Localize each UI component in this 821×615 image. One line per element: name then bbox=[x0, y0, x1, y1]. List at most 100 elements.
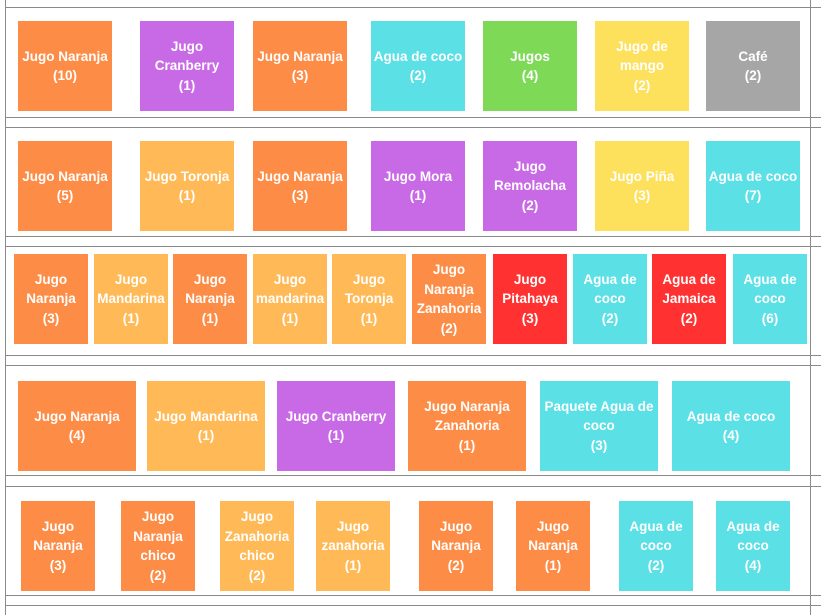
product-tile[interactable]: Agua de Jamaica (2) bbox=[652, 254, 726, 344]
product-name: Jugo Naranja bbox=[528, 518, 578, 554]
product-name: Jugos bbox=[510, 48, 550, 64]
product-quantity: (5) bbox=[56, 188, 74, 203]
product-tile[interactable]: Jugo Mora (1) bbox=[371, 141, 465, 231]
product-tile[interactable]: Paquete Agua de coco (3) bbox=[540, 381, 658, 471]
product-name: Jugo mandarina bbox=[255, 271, 325, 307]
product-name: Jugo Naranja bbox=[431, 518, 481, 554]
product-tile[interactable]: Jugo Naranja (3) bbox=[21, 501, 95, 591]
product-tile[interactable]: Jugo Naranja (3) bbox=[253, 141, 347, 231]
product-quantity: (3) bbox=[590, 437, 608, 453]
product-name: Agua de coco bbox=[743, 271, 797, 307]
product-name: Jugo Remolacha bbox=[493, 158, 567, 194]
product-name: Jugo zanahoria bbox=[321, 518, 385, 554]
product-tile[interactable]: Agua de coco (4) bbox=[716, 501, 790, 591]
product-tile[interactable]: Agua de coco (2) bbox=[619, 501, 693, 591]
product-name: Jugo Toronja bbox=[344, 271, 394, 307]
product-tile[interactable]: Jugo Naranja (4) bbox=[18, 381, 136, 471]
product-name: Jugo Naranja bbox=[185, 271, 235, 307]
product-tile[interactable]: Jugo Naranja (1) bbox=[516, 501, 590, 591]
product-tile[interactable]: Agua de coco (2) bbox=[573, 254, 647, 344]
product-tile[interactable]: Jugo Naranja chico (2) bbox=[121, 501, 195, 591]
product-tile[interactable]: Jugo Cranberry (1) bbox=[140, 21, 234, 111]
product-tile[interactable]: Jugo Naranja (3) bbox=[253, 21, 347, 111]
product-tile[interactable]: Jugo Naranja Zanahoria (2) bbox=[412, 254, 486, 344]
product-tile[interactable]: Café (2) bbox=[706, 21, 800, 111]
product-tile[interactable]: Jugo Cranberry (1) bbox=[277, 381, 395, 471]
product-tile[interactable]: Jugo Naranja (10) bbox=[18, 21, 112, 111]
row-divider bbox=[5, 595, 821, 596]
product-quantity: (1) bbox=[360, 310, 378, 326]
product-name: Agua de coco bbox=[373, 48, 463, 64]
product-quantity: (2) bbox=[601, 310, 619, 326]
product-tile[interactable]: Jugo Naranja Zanahoria (1) bbox=[408, 381, 526, 471]
product-name: Jugo Naranja bbox=[257, 48, 343, 64]
product-name: Paquete Agua de coco bbox=[544, 398, 654, 434]
product-quantity: (4) bbox=[68, 428, 86, 443]
product-quantity: (1) bbox=[409, 188, 427, 203]
product-tile[interactable]: Jugo Mandarina (1) bbox=[147, 381, 265, 471]
product-quantity: (2) bbox=[521, 197, 539, 213]
product-tile[interactable]: Agua de coco (7) bbox=[706, 141, 800, 231]
product-name: Jugo Mandarina bbox=[154, 408, 258, 424]
product-quantity: (1) bbox=[122, 310, 140, 326]
row-divider bbox=[5, 246, 821, 247]
product-tile[interactable]: Jugo de mango (2) bbox=[595, 21, 689, 111]
product-name: Jugo Naranja Zanahoria bbox=[416, 262, 482, 316]
row-divider bbox=[5, 127, 821, 128]
product-quantity: (2) bbox=[149, 567, 167, 583]
product-name: Jugo Naranja bbox=[33, 518, 83, 554]
product-name: Agua de Jamaica bbox=[662, 271, 716, 307]
product-quantity: (1) bbox=[544, 557, 562, 573]
product-name: Jugo Cranberry bbox=[285, 408, 387, 424]
product-quantity: (1) bbox=[458, 437, 476, 453]
product-name: Jugo Piña bbox=[609, 168, 675, 184]
product-tile[interactable]: Jugo zanahoria (1) bbox=[316, 501, 390, 591]
product-name: Jugo Cranberry bbox=[154, 38, 220, 74]
product-tile[interactable]: Jugo mandarina (1) bbox=[253, 254, 327, 344]
product-quantity: (1) bbox=[178, 77, 196, 93]
product-tile[interactable]: Agua de coco (6) bbox=[733, 254, 807, 344]
row-divider bbox=[5, 475, 821, 476]
row-divider bbox=[5, 486, 821, 487]
board-border-left bbox=[5, 0, 6, 615]
product-tile[interactable]: Jugo Mandarina (1) bbox=[94, 254, 168, 344]
product-tile[interactable]: Jugo Toronja (1) bbox=[332, 254, 406, 344]
product-quantity: (4) bbox=[744, 557, 762, 573]
product-quantity: (3) bbox=[291, 188, 309, 203]
product-quantity: (3) bbox=[49, 557, 67, 573]
product-name: Jugo Zanahoria chico bbox=[224, 509, 290, 563]
product-name: Jugo Naranja chico bbox=[133, 509, 183, 563]
product-tile[interactable]: Agua de coco (2) bbox=[371, 21, 465, 111]
product-tile[interactable]: Agua de coco (4) bbox=[672, 381, 790, 471]
product-name: Jugo Naranja bbox=[22, 48, 108, 64]
product-tile[interactable]: Jugo Toronja (1) bbox=[140, 141, 234, 231]
product-quantity: (3) bbox=[521, 310, 539, 326]
product-name: Agua de coco bbox=[583, 271, 637, 307]
product-quantity: (2) bbox=[744, 68, 762, 83]
product-tile[interactable]: Jugo Zanahoria chico (2) bbox=[220, 501, 294, 591]
product-tile[interactable]: Jugo Piña (3) bbox=[595, 141, 689, 231]
product-tile[interactable]: Jugo Naranja (3) bbox=[14, 254, 88, 344]
product-name: Jugo Toronja bbox=[144, 168, 230, 184]
product-tile[interactable]: Jugo Naranja (1) bbox=[173, 254, 247, 344]
product-quantity: (3) bbox=[291, 68, 309, 83]
product-tile[interactable]: Jugo Pitahaya (3) bbox=[493, 254, 567, 344]
product-name: Jugo Pitahaya bbox=[502, 271, 558, 307]
product-quantity: (2) bbox=[447, 557, 465, 573]
product-tile[interactable]: Jugo Remolacha (2) bbox=[483, 141, 577, 231]
product-quantity: (4) bbox=[521, 68, 539, 83]
product-name: Jugo Mora bbox=[383, 168, 453, 184]
row-divider bbox=[5, 355, 821, 356]
row-divider bbox=[5, 7, 821, 8]
product-quantity: (2) bbox=[248, 567, 266, 583]
row-divider bbox=[5, 365, 821, 366]
product-tile[interactable]: Jugo Naranja (2) bbox=[419, 501, 493, 591]
product-tile[interactable]: Jugos (4) bbox=[483, 21, 577, 111]
product-quantity: (3) bbox=[42, 310, 60, 326]
product-quantity: (1) bbox=[178, 188, 196, 203]
product-name: Agua de coco bbox=[708, 168, 798, 184]
row-divider bbox=[5, 117, 821, 118]
row-divider bbox=[5, 236, 821, 237]
product-name: Agua de coco bbox=[629, 518, 683, 554]
product-tile[interactable]: Jugo Naranja (5) bbox=[18, 141, 112, 231]
